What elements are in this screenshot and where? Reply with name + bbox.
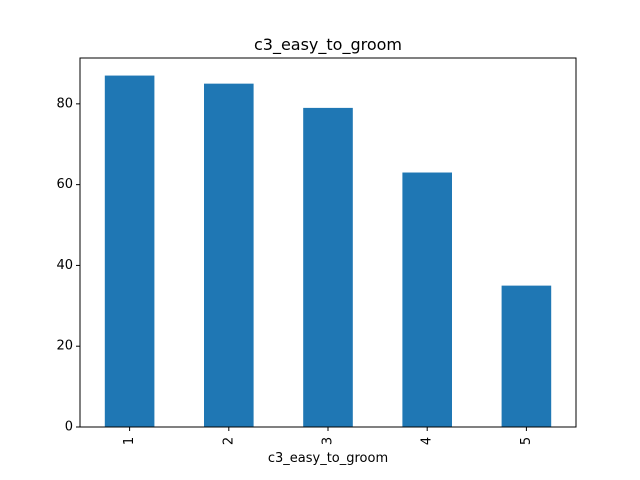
y-axis-ticks: 0 20 40 60 80 bbox=[56, 96, 80, 435]
y-tick-label: 0 bbox=[65, 420, 73, 435]
x-tick-label: 1 bbox=[122, 437, 137, 445]
plot-frame bbox=[79, 57, 577, 428]
bar-2 bbox=[204, 83, 254, 428]
y-tick-label: 80 bbox=[56, 96, 73, 111]
bar-1 bbox=[104, 75, 155, 428]
x-tick-label: 4 bbox=[420, 437, 435, 445]
y-tick-label: 60 bbox=[56, 177, 73, 192]
bar-3 bbox=[303, 107, 353, 428]
y-tick-label: 40 bbox=[56, 258, 73, 273]
x-axis-ticks: 1 2 3 4 5 bbox=[122, 427, 534, 445]
x-tick-label: 2 bbox=[221, 437, 236, 445]
chart-title: c3_easy_to_groom bbox=[254, 35, 402, 55]
x-tick-label: 3 bbox=[321, 437, 336, 445]
x-axis-label: c3_easy_to_groom bbox=[268, 451, 388, 466]
x-tick-label: 5 bbox=[519, 437, 534, 445]
y-tick-label: 20 bbox=[56, 339, 73, 354]
bars-group bbox=[104, 75, 552, 428]
bar-4 bbox=[402, 172, 452, 427]
bar-5 bbox=[501, 285, 552, 427]
